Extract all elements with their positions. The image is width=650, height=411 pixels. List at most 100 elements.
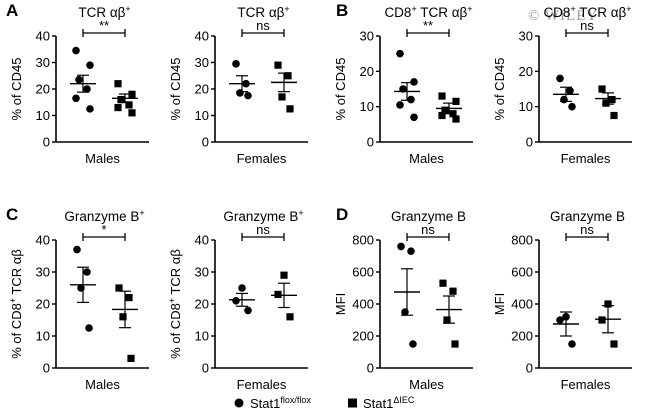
data-point-square [452,97,460,105]
y-tick-label: 800 [352,233,374,248]
y-axis-label: % of CD45 [168,58,183,121]
data-point-square [610,111,618,120]
y-axis-label: % of CD8+ TCR αβ [167,249,183,359]
x-axis-label: Males [409,377,444,392]
data-point-square [598,85,606,93]
y-tick-label: 200 [511,329,533,344]
data-point-circle [397,242,405,251]
y-tick-label: 10 [195,108,209,123]
y-tick-label: 10 [36,329,50,344]
y-axis-label: % of CD45 [9,58,24,121]
series-flox [70,46,96,113]
data-point-circle [232,60,240,68]
data-point-circle [568,340,576,348]
x-axis-label: Females [237,377,287,392]
data-point-circle [560,95,568,104]
data-point-circle [396,49,404,58]
data-point-square [125,294,133,302]
series-flox [229,60,255,100]
significance-label: ns [256,222,270,237]
y-tick-label: 40 [195,233,209,248]
y-axis-label: % of CD45 [492,58,507,121]
data-point-square [114,80,122,88]
data-point-circle [86,61,94,69]
y-axis-label: % of CD8+ TCR αβ [8,249,24,359]
data-point-circle [72,94,80,103]
series-flox [70,245,96,332]
legend-circle-marker [234,398,244,408]
y-tick-label: 30 [195,55,209,70]
significance-label: ns [580,18,594,33]
legend-square-marker [348,398,357,408]
series-iec [271,271,297,321]
panel-title: CD8+ TCR αβ+ [543,4,631,20]
chart-panel-4: CD8+ TCR αβ+ 0 10 20 30 Females % of CD45 ns [492,4,632,166]
chart-panel-5: C Granzyme B+ 0 10 20 30 40 Males % of CD8+ TCR … [6,205,149,392]
series-iec [112,284,138,362]
data-point-square [119,313,127,321]
y-tick-label: 400 [511,297,533,312]
data-point-circle [407,247,415,255]
data-point-square [128,90,136,98]
data-point-circle [409,340,417,348]
y-tick-label: 10 [36,108,50,123]
data-point-circle [556,316,564,324]
y-tick-label: 0 [526,135,533,150]
chart-panel-1: A TCR αβ+ 0 10 20 30 40 Males % of CD45 ** [6,1,149,166]
data-point-square [117,96,125,104]
y-tick-label: 0 [202,361,209,376]
data-point-square [274,61,282,69]
legend: Stat1flox/flox Stat1ΔIEC [234,395,415,411]
data-point-square [286,105,294,113]
significance-label: * [101,222,106,237]
data-point-square [441,106,449,114]
significance-label: ns [580,222,594,237]
panel-title: CD8+ TCR αβ+ [384,4,472,20]
significance-label: ns [421,222,435,237]
x-axis-label: Males [409,151,444,166]
series-flox [394,242,420,348]
y-tick-label: 600 [352,265,374,280]
data-point-square [127,354,135,362]
y-tick-label: 200 [352,329,374,344]
series-flox [229,284,255,315]
significance-label: ** [423,18,433,33]
data-point-circle [556,74,564,83]
y-tick-label: 10 [360,99,374,114]
y-tick-label: 0 [526,361,533,376]
data-point-square [286,313,294,321]
data-point-circle [396,101,404,109]
x-axis-label: Females [561,377,611,392]
x-axis-label: Females [561,151,611,166]
x-axis-label: Females [237,151,287,166]
data-point-circle [407,95,415,104]
chart-panel-2: TCR αβ+ 0 10 20 30 40 Females % of CD45 ns [168,4,308,166]
y-tick-label: 20 [195,82,209,97]
data-point-square [604,300,612,308]
data-point-circle [236,89,244,97]
series-flox [553,311,579,348]
y-tick-label: 30 [360,29,374,44]
data-point-square [452,115,460,123]
data-point-square [451,340,459,348]
panel-letter: C [6,205,18,224]
data-point-circle [85,324,93,332]
significance-label: ** [99,18,109,33]
y-tick-label: 0 [43,361,50,376]
data-point-square [602,99,610,107]
data-point-square [115,284,123,292]
data-point-square [438,92,446,100]
data-point-circle [83,268,91,276]
series-iec [436,279,462,348]
y-tick-label: 400 [352,297,374,312]
series-iec [595,85,621,120]
panel-letter: D [336,205,348,224]
series-iec [112,80,138,117]
y-tick-label: 0 [367,135,374,150]
series-flox [394,49,420,122]
legend-label-flox: Stat1flox/flox [250,395,311,411]
data-point-circle [238,284,246,292]
panel-title: Granzyme B+ [223,208,303,224]
